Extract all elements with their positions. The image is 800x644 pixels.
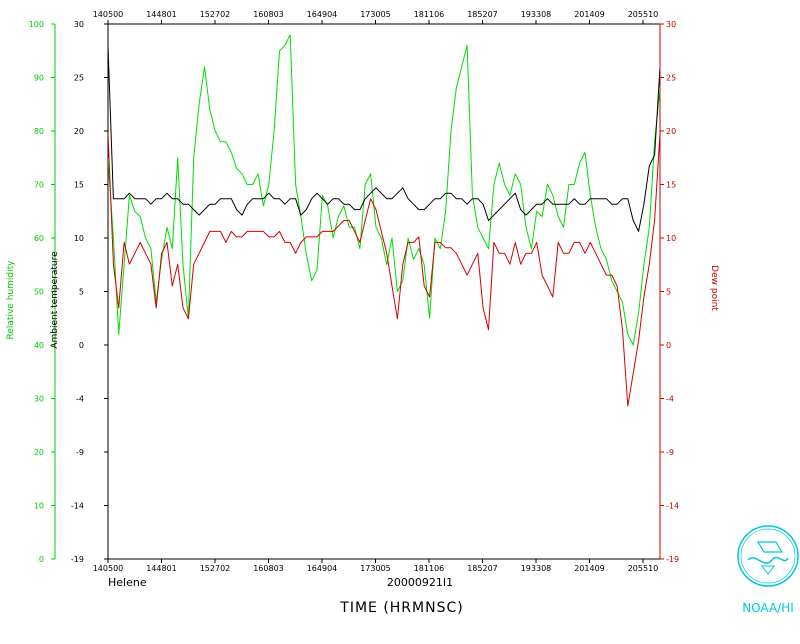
temp-tick-label: 10 <box>74 234 84 243</box>
x-axis-label: TIME (HRMNSC) <box>339 600 463 616</box>
rh-axis-label: Relative humidity <box>6 260 16 340</box>
temp-tick-label: -9 <box>76 448 84 457</box>
dewpoint-tick-label: 20 <box>666 127 676 136</box>
rh-tick-label: 100 <box>29 20 44 29</box>
x-tick-label-bottom: 193308 <box>521 564 552 573</box>
x-tick-label-bottom: 173005 <box>360 564 391 573</box>
rh-tick-label: 30 <box>34 395 44 404</box>
rh-tick-label: 10 <box>34 502 44 511</box>
dewpoint-tick-label: 10 <box>666 234 676 243</box>
x-tick-label-bottom: 181106 <box>414 564 445 573</box>
x-tick-label-top: 152702 <box>200 10 231 19</box>
x-tick-label-bottom: 205510 <box>628 564 659 573</box>
temp-tick-label: 0 <box>79 341 84 350</box>
relative-humidity-series-line <box>108 34 660 346</box>
dewpoint-tick-label: -9 <box>666 448 674 457</box>
temp-tick-label: 20 <box>74 127 84 136</box>
x-tick-label-bottom: 140500 <box>93 564 124 573</box>
x-tick-label-bottom: 185207 <box>467 564 498 573</box>
rh-tick-label: 60 <box>34 234 44 243</box>
x-tick-label-bottom: 152702 <box>200 564 231 573</box>
temp-tick-label: -14 <box>71 502 84 511</box>
rh-tick-label: 90 <box>34 74 44 83</box>
dewpoint-tick-label: 5 <box>666 288 671 297</box>
x-tick-label-bottom: 160803 <box>253 564 284 573</box>
x-tick-label-top: 173005 <box>360 10 391 19</box>
dewpoint-tick-label: -14 <box>666 502 679 511</box>
rh-tick-label: 40 <box>34 341 44 350</box>
logo-text: NOAA/HI <box>742 601 794 615</box>
dew-point-series-line <box>108 133 660 407</box>
temp-tick-label: 30 <box>74 20 84 29</box>
series-layer <box>108 34 660 407</box>
x-tick-label-top: 205510 <box>628 10 659 19</box>
temp-tick-label: 15 <box>74 181 84 190</box>
dewpoint-tick-label: 25 <box>666 74 676 83</box>
ambient-temperature-series-line <box>108 45 660 232</box>
rh-tick-label: 0 <box>39 555 44 564</box>
rh-tick-label: 70 <box>34 181 44 190</box>
dewpoint-tick-label: 15 <box>666 181 676 190</box>
dewpoint-tick-label: -4 <box>666 395 674 404</box>
x-tick-label-bottom: 201409 <box>574 564 605 573</box>
x-tick-label-top: 181106 <box>414 10 445 19</box>
x-tick-label-top: 201409 <box>574 10 605 19</box>
x-ticks-top: 140500 144801 152702 160803 164904 173005 1811… <box>93 10 659 24</box>
x-ticks-bottom: 140500 144801 152702 160803 164904 173005 1811… <box>93 559 659 573</box>
storm-label: Helene <box>108 576 147 589</box>
temp-axis-ticks: 30 25 20 15 10 5 0 -4 -9 -14 -19 <box>71 20 108 564</box>
rh-tick-label: 50 <box>34 288 44 297</box>
x-tick-label-top: 160803 <box>253 10 284 19</box>
rh-tick-label: 80 <box>34 127 44 136</box>
rh-tick-label: 20 <box>34 448 44 457</box>
temp-tick-label: 25 <box>74 74 84 83</box>
x-tick-label-top: 144801 <box>146 10 177 19</box>
x-tick-label-top: 193308 <box>521 10 552 19</box>
dewpoint-axis-ticks: 30 25 20 15 10 5 0 -4 -9 -14 -19 <box>660 20 679 564</box>
date-label: 20000921I1 <box>387 576 453 589</box>
temp-tick-label: 5 <box>79 288 84 297</box>
temp-tick-label: -4 <box>76 395 84 404</box>
x-tick-label-bottom: 144801 <box>146 564 177 573</box>
x-tick-label-bottom: 164904 <box>307 564 338 573</box>
x-tick-label-top: 164904 <box>307 10 338 19</box>
noaa-logo <box>737 525 799 587</box>
dewpoint-tick-label: 0 <box>666 341 671 350</box>
x-tick-label-top: 140500 <box>93 10 124 19</box>
temp-tick-label: -19 <box>71 555 84 564</box>
dewpoint-tick-label: -19 <box>666 555 679 564</box>
temp-axis-label: Ambient temperature <box>50 251 60 349</box>
dewpoint-tick-label: 30 <box>666 20 676 29</box>
dewpoint-axis-label: Dew point <box>709 265 719 311</box>
x-tick-label-top: 185207 <box>467 10 498 19</box>
